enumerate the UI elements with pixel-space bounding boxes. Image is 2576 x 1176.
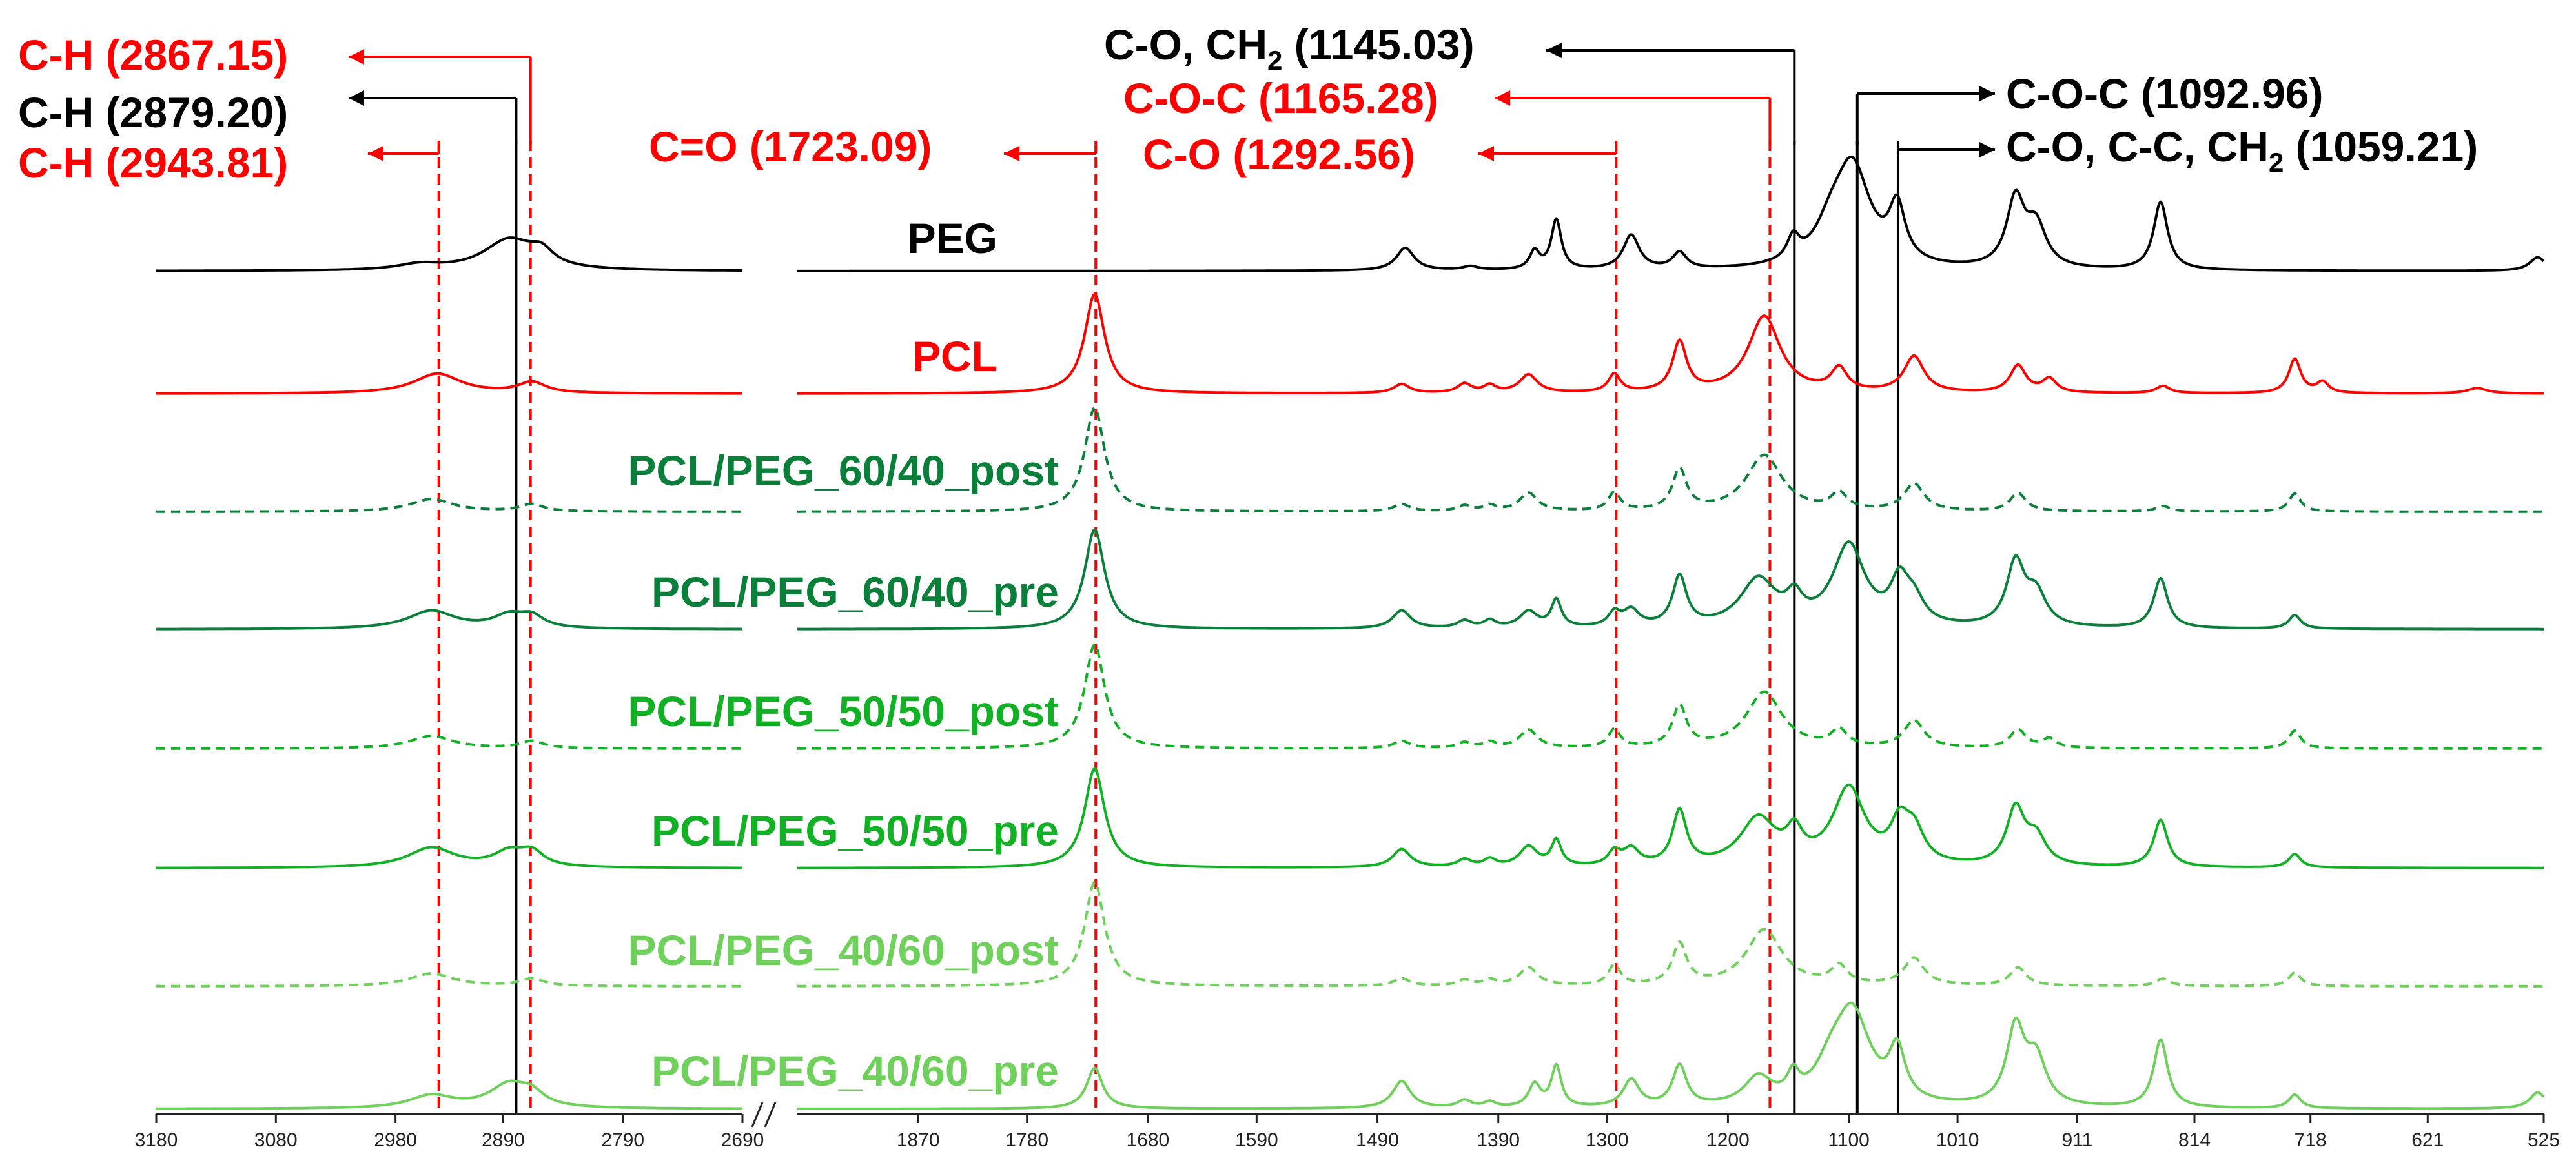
series-line-left-pcl-peg-60-40-post (156, 498, 742, 513)
annotation-c-o-ch2-1145-03: C-O, CH2 (1145.03) (1104, 21, 1796, 145)
series-label-pcl-peg-50-50-pre: PCL/PEG_50/50_pre (651, 807, 1059, 855)
x-tick-label-right-814: 814 (2178, 1130, 2211, 1151)
annotation-arrowhead (1478, 146, 1494, 161)
series-line-right-pcl-peg-50-50-post (797, 643, 2544, 750)
annotation-arrowhead (1979, 142, 1995, 157)
annotation-c-h-2867-15: C-H (2867.15) (18, 31, 532, 145)
x-tick-label-left-2690: 2690 (721, 1130, 764, 1151)
annotation-label: C-O, CH2 (1145.03) (1104, 21, 1475, 76)
annotation-c-o-c-1165-28: C-O-C (1165.28) (1123, 74, 1772, 145)
x-tick-label-right-525: 525 (2528, 1130, 2560, 1151)
x-tick-label-right-911: 911 (2062, 1130, 2093, 1151)
x-tick-label-right-1200: 1200 (1706, 1130, 1750, 1151)
series-line-left-pcl-peg-40-60-pre (156, 1079, 742, 1110)
series-line-right-pcl-peg-40-60-pre (797, 1001, 2545, 1110)
series-line-right-pcl (797, 292, 2544, 395)
series-line-left-pcl (156, 372, 742, 395)
annotation-arrowhead (1495, 90, 1510, 106)
x-tick-label-left-3180: 3180 (135, 1130, 178, 1151)
x-tick-label-right-1780: 1780 (1005, 1130, 1048, 1151)
spectra-series: PEG PCL PCL/PEG_60/40_post PCL/PEG_60/40_pr… (156, 155, 2545, 1110)
series-line-right-pcl-peg-40-60-post (797, 880, 2544, 988)
x-tick-label-right-1870: 1870 (897, 1130, 940, 1151)
annotation-arrowhead (368, 146, 383, 161)
series-line-left-pcl-peg-50-50-post (156, 735, 742, 750)
peak-annotations: C-H (2867.15) C-H (2879.20)C-H (2943.81) C… (18, 21, 2478, 187)
series-line-right-pcl-peg-60-40-pre (797, 528, 2544, 631)
reference-lines (437, 141, 1899, 1114)
series-label-pcl: PCL (912, 332, 997, 380)
series-label-pcl-peg-60-40-post: PCL/PEG_60/40_post (628, 447, 1059, 494)
series-line-right-peg (797, 155, 2545, 272)
annotation-label: C-O, C-C, CH2 (1059.21) (2006, 123, 2478, 177)
annotation-label: C-O-C (1165.28) (1123, 74, 1438, 122)
series-line-left-pcl-peg-50-50-pre (156, 845, 742, 869)
series-line-right-pcl-peg-60-40-post (797, 406, 2544, 513)
annotation-label: C=O (1723.09) (649, 123, 932, 170)
series-label-pcl-peg-60-40-pre: PCL/PEG_60/40_pre (651, 568, 1059, 616)
axis-break (751, 1102, 777, 1128)
x-tick-label-right-1300: 1300 (1586, 1130, 1629, 1151)
annotation-arrowhead (349, 49, 364, 65)
annotation-arrowhead (1979, 86, 1995, 101)
annotation-arrowhead (1004, 146, 1019, 161)
annotation-c-o-1723-09: C=O (1723.09) (649, 123, 1098, 170)
axis-break-mark-1 (751, 1102, 764, 1128)
x-tick-label-right-1680: 1680 (1126, 1130, 1169, 1151)
x-tick-label-left-3080: 3080 (254, 1130, 298, 1151)
x-tick-label-left-2890: 2890 (482, 1130, 525, 1151)
series-label-pcl-peg-40-60-post: PCL/PEG_40/60_post (628, 926, 1059, 974)
x-axis-ticks: 3180 3080 2980 2890 2790 2690 1870 1780 1680 1590… (135, 1114, 2560, 1151)
x-tick-label-left-2790: 2790 (601, 1130, 644, 1151)
annotation-label: C-H (2879.20) (18, 88, 288, 136)
annotation-arrowhead (349, 90, 364, 106)
x-tick-label-right-1590: 1590 (1235, 1130, 1278, 1151)
series-line-left-pcl-peg-40-60-post (156, 972, 742, 988)
series-label-pcl-peg-50-50-post: PCL/PEG_50/50_post (628, 687, 1059, 735)
x-tick-label-right-1100: 1100 (1828, 1130, 1870, 1151)
x-tick-label-right-1490: 1490 (1356, 1130, 1399, 1151)
annotation-c-o-1292-56: C-O (1292.56) (1143, 130, 1618, 178)
annotation-label: C-O (1292.56) (1143, 130, 1415, 178)
series-label-pcl-peg-40-60-pre: PCL/PEG_40/60_pre (651, 1047, 1059, 1095)
x-tick-label-left-2980: 2980 (374, 1130, 417, 1151)
annotation-label: C-O-C (1092.96) (2006, 70, 2324, 117)
annotation-c-o-c-c-ch2-1059-21: C-O, C-C, CH2 (1059.21) (1896, 123, 2478, 177)
annotation-c-o-c-1092-96: C-O-C (1092.96) (1855, 70, 2324, 145)
annotation-label: C-H (2867.15) (18, 31, 288, 79)
series-line-right-pcl-peg-50-50-pre (797, 767, 2544, 869)
x-tick-label-right-1010: 1010 (1936, 1130, 1979, 1151)
series-line-left-peg (156, 236, 742, 272)
annotation-c-h-2943-81: C-H (2943.81) (18, 139, 440, 187)
x-tick-label-right-718: 718 (2295, 1130, 2327, 1151)
annotation-label: C-H (2943.81) (18, 139, 288, 187)
series-line-left-pcl-peg-60-40-pre (156, 609, 743, 631)
x-tick-label-right-1390: 1390 (1477, 1130, 1520, 1151)
series-label-peg: PEG (908, 214, 997, 262)
axis-break-mark-2 (764, 1102, 777, 1128)
x-tick-label-right-621: 621 (2411, 1130, 2444, 1151)
annotation-c-h-2879-20: C-H (2879.20) (18, 88, 518, 145)
annotation-arrowhead (1546, 43, 1562, 58)
